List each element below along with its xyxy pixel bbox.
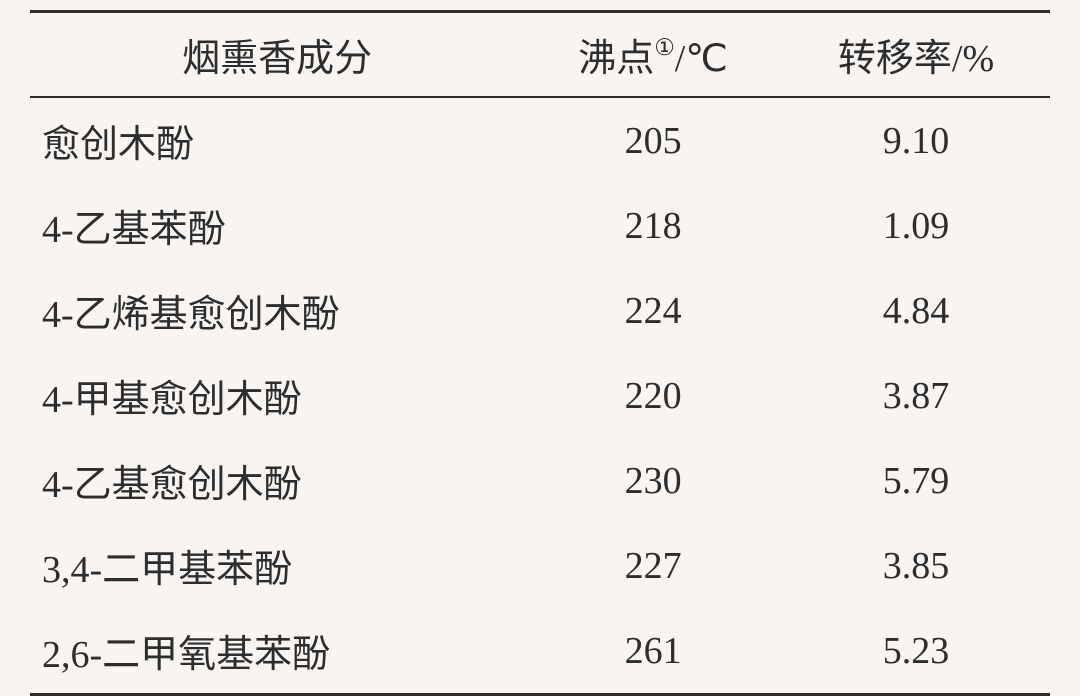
cell-rate: 4.84 — [782, 268, 1050, 353]
cell-rate: 1.09 — [782, 183, 1050, 268]
cell-name: 愈创木酚 — [30, 97, 524, 183]
cell-bp: 261 — [524, 608, 782, 695]
cell-bp: 220 — [524, 353, 782, 438]
col-header-boiling-point: 沸点①/℃ — [524, 12, 782, 98]
table-row: 愈创木酚 205 9.10 — [30, 97, 1050, 183]
table-row: 4-乙基苯酚 218 1.09 — [30, 183, 1050, 268]
cell-rate: 3.87 — [782, 353, 1050, 438]
cell-name: 4-乙基愈创木酚 — [30, 438, 524, 523]
col-header-bp-sup: ① — [654, 35, 674, 60]
cell-name: 3,4-二甲基苯酚 — [30, 523, 524, 608]
table-header-row: 烟熏香成分 沸点①/℃ 转移率/% — [30, 12, 1050, 98]
table-body: 愈创木酚 205 9.10 4-乙基苯酚 218 1.09 4-乙烯基愈创木酚 … — [30, 97, 1050, 695]
cell-bp: 218 — [524, 183, 782, 268]
cell-rate: 9.10 — [782, 97, 1050, 183]
col-header-component: 烟熏香成分 — [30, 12, 524, 98]
cell-rate: 3.85 — [782, 523, 1050, 608]
cell-name: 4-乙烯基愈创木酚 — [30, 268, 524, 353]
col-header-bp-post: /℃ — [675, 38, 728, 80]
cell-rate: 5.23 — [782, 608, 1050, 695]
cell-bp: 205 — [524, 97, 782, 183]
col-header-transfer-rate: 转移率/% — [782, 12, 1050, 98]
cell-name: 2,6-二甲氧基苯酚 — [30, 608, 524, 695]
cell-bp: 227 — [524, 523, 782, 608]
cell-rate: 5.79 — [782, 438, 1050, 523]
cell-name: 4-甲基愈创木酚 — [30, 353, 524, 438]
cell-bp: 224 — [524, 268, 782, 353]
data-table: 烟熏香成分 沸点①/℃ 转移率/% 愈创木酚 205 9.10 4-乙基苯酚 2… — [30, 10, 1050, 696]
table-row: 4-乙基愈创木酚 230 5.79 — [30, 438, 1050, 523]
cell-bp: 230 — [524, 438, 782, 523]
col-header-bp-pre: 沸点 — [578, 38, 654, 80]
table-row: 4-乙烯基愈创木酚 224 4.84 — [30, 268, 1050, 353]
cell-name: 4-乙基苯酚 — [30, 183, 524, 268]
table-row: 2,6-二甲氧基苯酚 261 5.23 — [30, 608, 1050, 695]
table-row: 4-甲基愈创木酚 220 3.87 — [30, 353, 1050, 438]
table-row: 3,4-二甲基苯酚 227 3.85 — [30, 523, 1050, 608]
